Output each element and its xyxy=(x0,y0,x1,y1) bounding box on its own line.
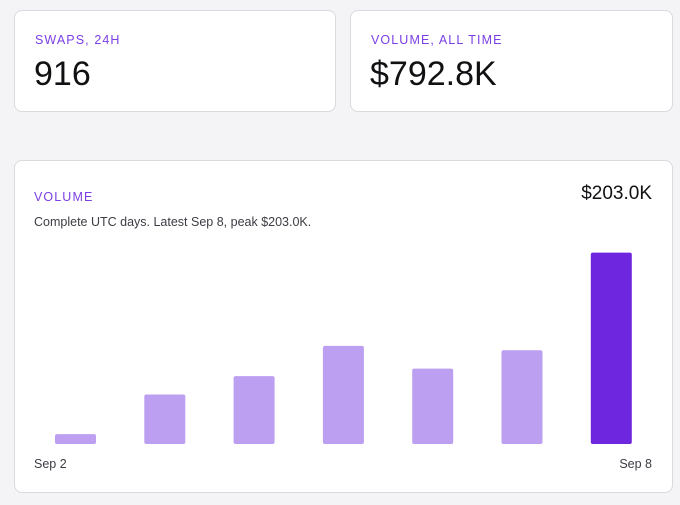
chart-label: VOLUME xyxy=(34,190,94,204)
volume-bar-chart xyxy=(55,252,632,445)
bar-sep-8[interactable] xyxy=(590,252,632,444)
bar-sep-7[interactable] xyxy=(501,350,543,444)
volume-chart-card: VOLUME $203.0K Complete UTC days. Latest… xyxy=(14,160,673,493)
bar-sep-5[interactable] xyxy=(322,345,364,444)
bar-sep-3[interactable] xyxy=(144,394,186,445)
x-axis-start-label: Sep 2 xyxy=(34,457,67,471)
volume-all-time-value: $792.8K xyxy=(370,55,497,93)
swaps-card: SWAPS, 24H 916 xyxy=(14,10,336,112)
chart-subtitle: Complete UTC days. Latest Sep 8, peak $2… xyxy=(34,215,312,229)
swaps-label: SWAPS, 24H xyxy=(35,33,121,47)
volume-all-time-card: VOLUME, ALL TIME $792.8K xyxy=(350,10,673,112)
x-axis-end-label: Sep 8 xyxy=(619,457,652,471)
chart-total: $203.0K xyxy=(581,183,652,204)
bar-sep-4[interactable] xyxy=(233,376,275,444)
volume-all-time-label: VOLUME, ALL TIME xyxy=(371,33,503,47)
bar-sep-2[interactable] xyxy=(55,434,96,444)
swaps-value: 916 xyxy=(34,55,91,93)
bar-sep-6[interactable] xyxy=(412,368,454,444)
